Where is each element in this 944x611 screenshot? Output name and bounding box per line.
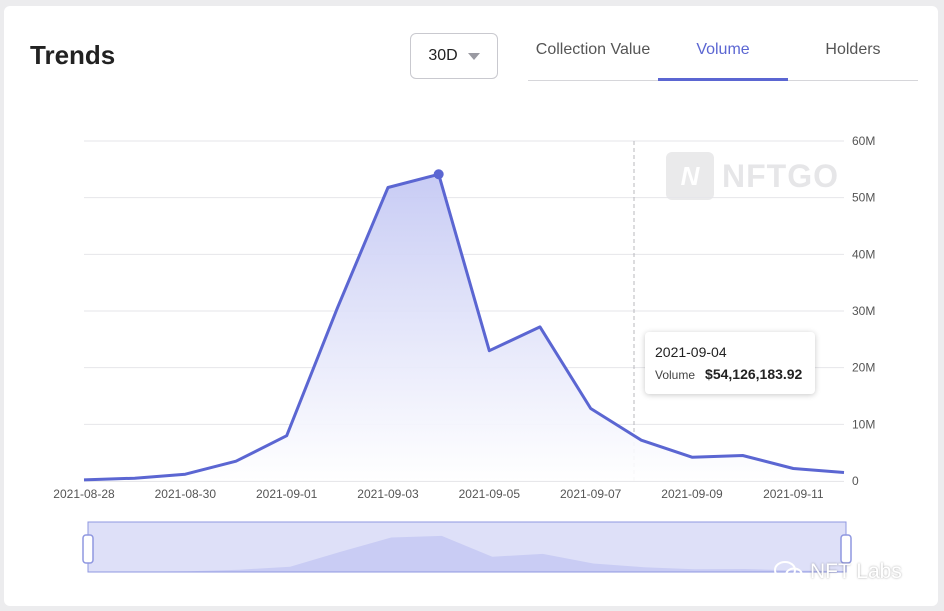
wechat-icon (774, 561, 803, 583)
chart-tooltip: 2021-09-04 Volume $54,126,183.92 (645, 332, 815, 394)
slider-handle-left[interactable] (82, 534, 94, 564)
slider-handle-right[interactable] (840, 534, 852, 564)
tab-holders[interactable]: Holders (825, 41, 881, 58)
metric-tabs: Collection Value Volume Holders (528, 34, 918, 81)
y-tick-label: 60M (852, 134, 875, 148)
tooltip-date: 2021-09-04 (655, 344, 727, 360)
tab-volume[interactable]: Volume (658, 34, 788, 81)
x-tick-label: 2021-09-05 (459, 487, 521, 501)
tooltip-label: Volume (655, 368, 696, 382)
nftgo-logo-icon: N (666, 152, 714, 200)
volume-area (84, 174, 844, 482)
x-axis-labels: 2021-08-28 2021-08-30 2021-09-01 2021-09-03… (53, 487, 824, 501)
x-tick-label: 2021-09-11 (763, 487, 824, 501)
page-title: Trends (30, 40, 116, 70)
x-tick-label: 2021-08-30 (155, 487, 217, 501)
tab-collection-value[interactable]: Collection Value (535, 41, 651, 58)
slider-preview-area (88, 535, 846, 572)
tooltip-value: $54,126,183.92 (705, 366, 803, 382)
range-slider[interactable] (82, 521, 852, 573)
period-value: 30D (428, 47, 458, 64)
highlighted-data-point (433, 169, 444, 180)
y-tick-label: 20M (852, 361, 875, 375)
y-tick-label: 10M (852, 417, 875, 431)
y-tick-label: 30M (852, 304, 875, 318)
x-tick-label: 2021-08-28 (53, 487, 115, 501)
nftgo-watermark: N NFTGO (666, 152, 839, 200)
y-tick-label: 50M (852, 191, 875, 205)
y-tick-label: 40M (852, 247, 875, 261)
slider-selection (87, 521, 847, 573)
x-tick-label: 2021-09-01 (256, 487, 318, 501)
brand-text: NFT Labs (810, 560, 902, 583)
data-points (433, 169, 444, 180)
watermark-text: NFTGO (722, 157, 839, 194)
volume-line (83, 172, 845, 482)
chevron-down-icon (467, 52, 480, 60)
x-tick-label: 2021-09-03 (357, 487, 419, 501)
nft-labs-brand: NFT Labs (774, 560, 902, 584)
y-tick-label: 0 (852, 474, 859, 488)
x-tick-label: 2021-09-09 (661, 487, 723, 501)
period-dropdown[interactable]: 30D (410, 33, 498, 79)
y-axis-labels: 0 10M 20M 30M 40M 50M 60M (852, 134, 875, 488)
x-tick-label: 2021-09-07 (560, 487, 622, 501)
